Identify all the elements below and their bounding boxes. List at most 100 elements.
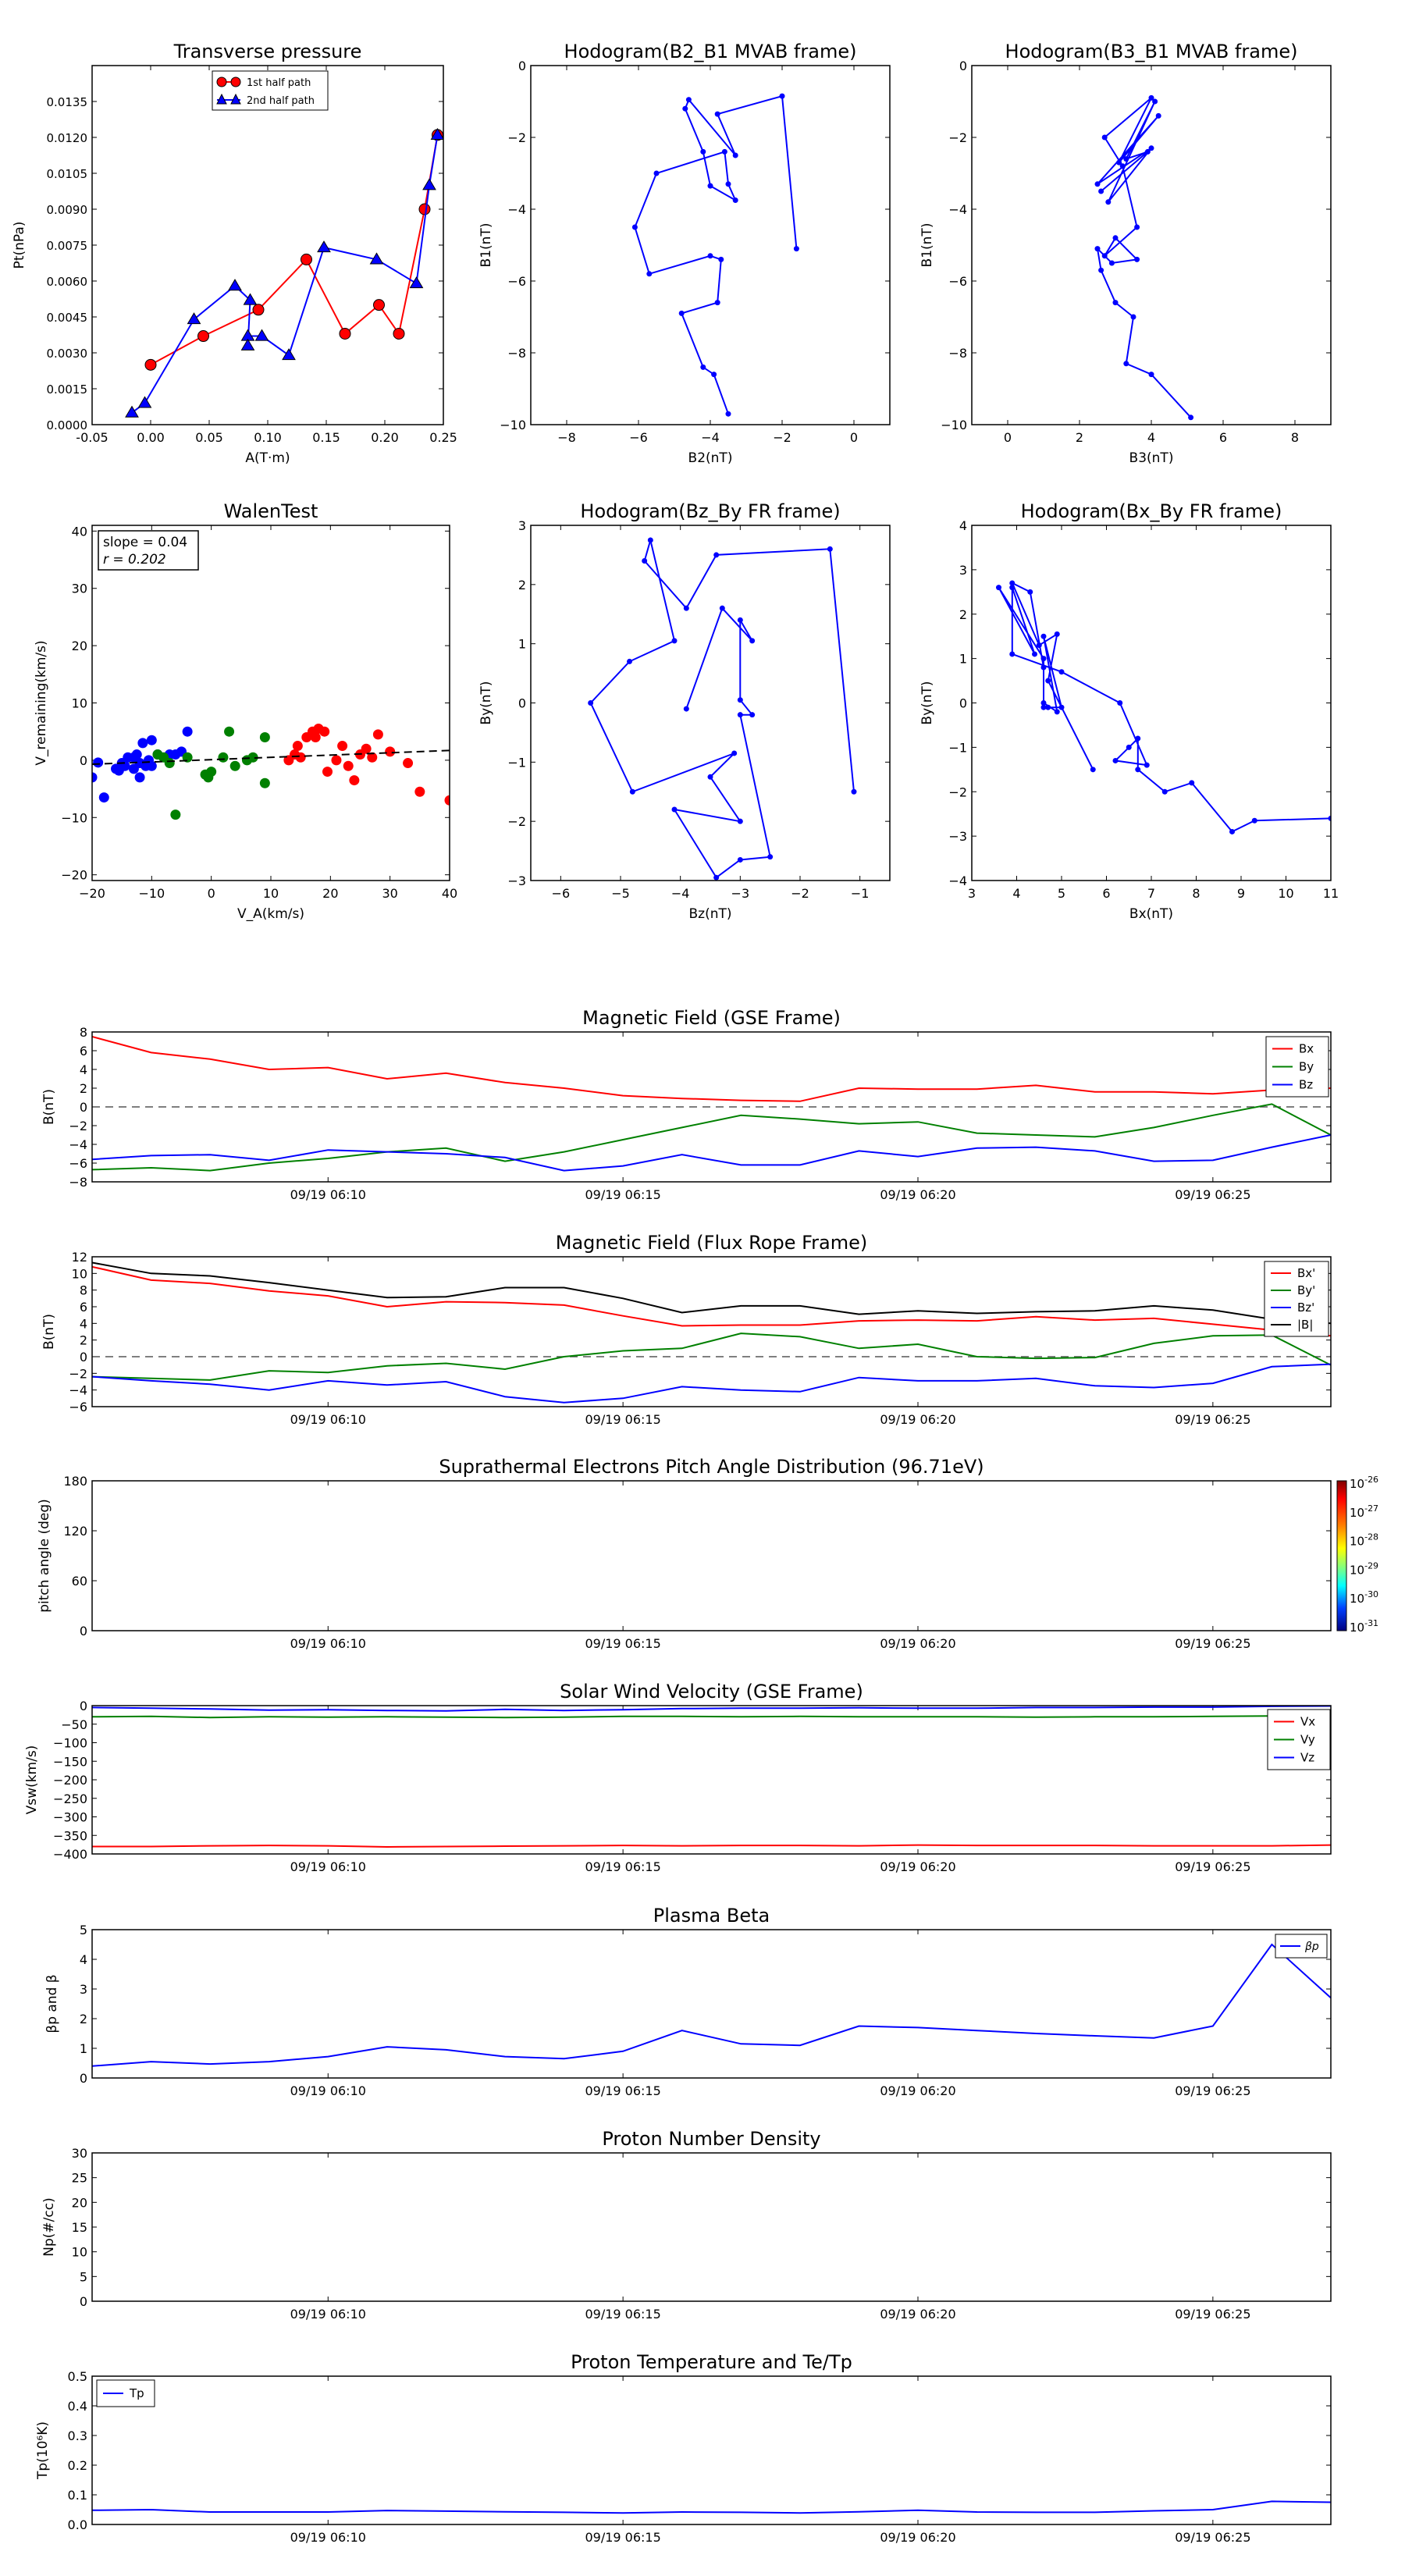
y-tick-label: 0.0000 <box>47 418 88 432</box>
data-point <box>793 246 799 252</box>
x-axis-label: A(T·m) <box>245 450 290 466</box>
x-tick-label: 09/19 06:15 <box>585 1636 660 1651</box>
data-point <box>1148 94 1154 101</box>
x-tick-label: 09/19 06:20 <box>880 2307 955 2322</box>
data-point <box>1101 253 1108 259</box>
series-1 <box>152 726 270 820</box>
y-tick-label: 20 <box>72 2195 87 2210</box>
data-point <box>1090 767 1096 773</box>
chart-title: Solar Wind Velocity (GSE Frame) <box>560 1681 863 1703</box>
data-point <box>707 774 713 780</box>
y-tick-label: 180 <box>63 1474 87 1489</box>
plot-frame <box>91 1705 1332 1855</box>
chart-vsw: Solar Wind Velocity (GSE Frame) −400 −350 −… <box>24 1681 1332 1874</box>
x-tick-label: 0 <box>1004 430 1012 445</box>
colorbar-exponent: -30 <box>1364 1589 1378 1599</box>
colorbar-bar <box>1336 1480 1347 1631</box>
chart-title: Hodogram(Bx_By FR frame) <box>1021 500 1282 522</box>
colorbar-tick-label: 10-30 <box>1350 1589 1378 1606</box>
data-point <box>1134 256 1140 262</box>
x-tick-label: 09/19 06:20 <box>880 1859 955 1874</box>
data-point <box>588 700 594 706</box>
data-point <box>444 795 450 806</box>
data-point <box>737 697 743 703</box>
series-line <box>92 1363 1331 1404</box>
legend-label: By <box>1299 1060 1314 1074</box>
data-point <box>700 364 706 370</box>
y-tick-label: −6 <box>69 1400 87 1414</box>
y-tick-label: −200 <box>53 1773 87 1788</box>
y-tick-label: 0.0060 <box>47 275 88 289</box>
data-point <box>725 181 731 187</box>
data-point <box>749 712 756 718</box>
y-tick-label: 6 <box>80 1044 87 1059</box>
chart-title: Plasma Beta <box>653 1905 770 1927</box>
series-line <box>1096 97 1192 418</box>
x-tick-label: 09/19 06:15 <box>585 2530 660 2545</box>
y-tick-label: 0.0015 <box>47 382 88 397</box>
x-tick-label: 09/19 06:25 <box>1175 1187 1250 1202</box>
x-tick-label: −2 <box>791 886 809 901</box>
data-point <box>767 854 774 860</box>
colorbar-base: 10 <box>1350 1621 1364 1635</box>
y-tick-label: −4 <box>69 1383 87 1398</box>
legend-label: By' <box>1297 1283 1315 1297</box>
x-tick-label: 0.00 <box>137 430 165 445</box>
x-tick-label: 09/19 06:25 <box>1175 1412 1250 1427</box>
x-tick-label: 8 <box>1192 886 1200 901</box>
y-axis-label: Tp(10⁶K) <box>35 2421 51 2480</box>
y-tick-label: −2 <box>507 130 526 145</box>
data-point <box>725 411 731 417</box>
y-tick-label: 30 <box>72 582 87 596</box>
data-point <box>737 856 743 863</box>
y-axis-label: By(nT) <box>478 681 494 724</box>
data-point <box>1123 156 1129 162</box>
y-tick-label: 0.4 <box>68 2399 87 2414</box>
data-point <box>317 240 331 253</box>
fit-line <box>91 749 450 766</box>
x-tick-label: 0 <box>208 886 215 901</box>
data-point <box>707 183 713 189</box>
data-point <box>295 752 306 763</box>
data-point <box>1094 181 1101 187</box>
data-point <box>719 605 725 611</box>
y-tick-label: 2 <box>959 607 967 622</box>
chart-title: Magnetic Field (GSE Frame) <box>582 1007 841 1029</box>
series-line <box>92 1706 1331 1712</box>
data-point <box>247 752 258 763</box>
data-point <box>252 304 265 316</box>
series-0 <box>588 537 857 881</box>
annotation-frame <box>98 530 199 571</box>
data-point <box>1009 580 1016 586</box>
data-point <box>1328 815 1331 821</box>
x-axis-label: B3(nT) <box>1129 450 1174 466</box>
x-tick-label: 09/19 06:20 <box>880 2530 955 2545</box>
y-tick-label: 5 <box>80 2269 87 2284</box>
y-axis-label: βp and β <box>44 1974 60 2033</box>
x-tick-label: 09/19 06:10 <box>290 1859 366 1874</box>
data-point <box>1054 631 1060 637</box>
colorbar-exponent: -28 <box>1364 1532 1378 1542</box>
legend-label: |B| <box>1297 1318 1313 1332</box>
x-tick-label: 0.15 <box>312 430 340 445</box>
x-tick-label: 3 <box>968 886 976 901</box>
y-tick-label: 120 <box>63 1524 87 1539</box>
data-point <box>1009 585 1016 591</box>
y-axis-label: Np(#/cc) <box>41 2197 57 2256</box>
x-tick-label: 09/19 06:20 <box>880 1636 955 1651</box>
y-tick-label: 0.0135 <box>47 95 88 109</box>
series-line <box>634 94 798 415</box>
data-point <box>218 752 229 763</box>
x-tick-label: 7 <box>1147 886 1155 901</box>
x-tick-label: 09/19 06:15 <box>585 1412 660 1427</box>
series-βp <box>92 1943 1331 2067</box>
data-point <box>310 732 321 743</box>
plot-area <box>92 2500 1331 2514</box>
data-point <box>146 760 157 771</box>
y-tick-label: 0.0120 <box>47 131 88 145</box>
colorbar-base: 10 <box>1350 1563 1364 1577</box>
y-tick-label: 0 <box>959 59 967 73</box>
colorbar-base: 10 <box>1350 1592 1364 1606</box>
y-axis-label: B(nT) <box>41 1089 57 1125</box>
data-point <box>134 772 145 783</box>
